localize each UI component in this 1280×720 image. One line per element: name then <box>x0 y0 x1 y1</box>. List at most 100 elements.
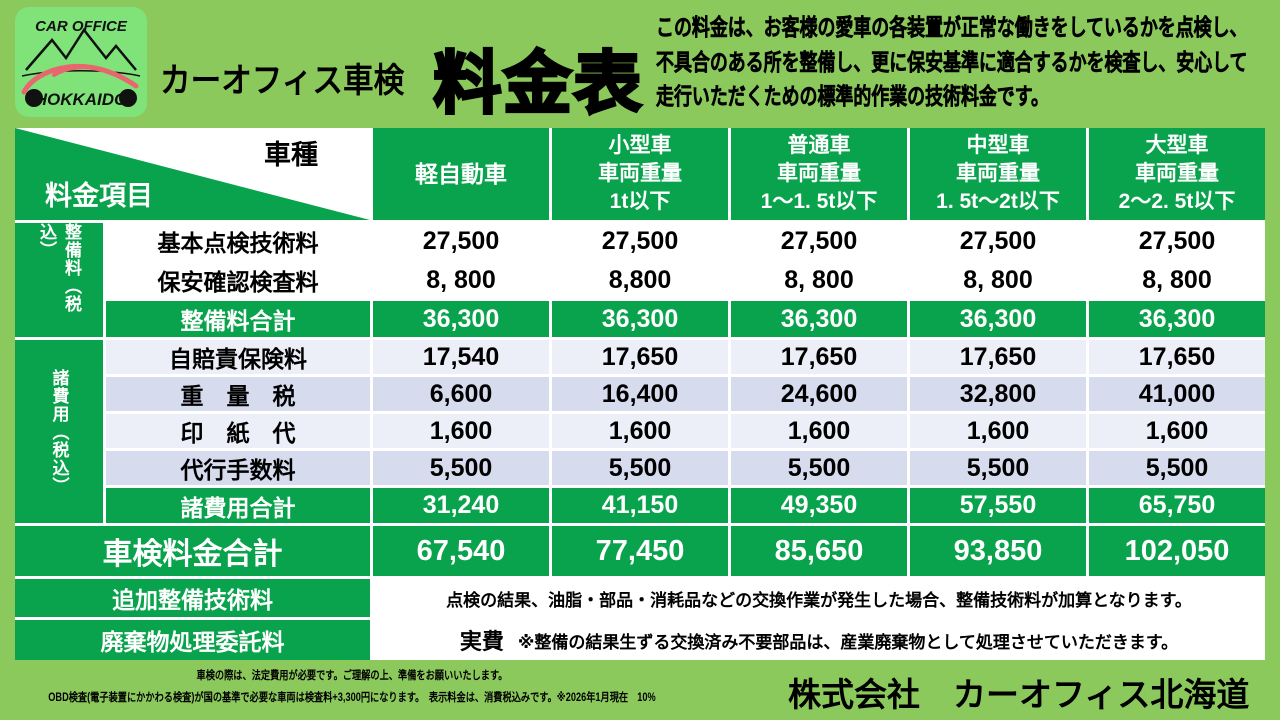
mountain-art-icon <box>25 27 137 71</box>
row-label: 基本点検技術料 <box>106 223 370 259</box>
subtotal-row-label: 諸費用合計 <box>106 488 370 523</box>
row-label: 保安確認検査料 <box>106 262 370 298</box>
fee-value: 17,540 <box>373 340 549 374</box>
fee-value: 27,500 <box>373 223 549 259</box>
fee-value: 17,650 <box>552 340 728 374</box>
extra-row-label: 追加整備技術料 <box>15 579 370 617</box>
fee-value: 17,650 <box>1089 340 1265 374</box>
column-header-line: 軽自動車 <box>415 160 507 187</box>
fee-value: 27,500 <box>910 223 1086 259</box>
fee-value: 27,500 <box>552 223 728 259</box>
subtotal-value: 36,300 <box>731 301 907 337</box>
fee-value: 5,500 <box>552 451 728 485</box>
fee-value: 41,000 <box>1089 377 1265 411</box>
subtotal-row-label: 整備料合計 <box>106 301 370 337</box>
column-header-small: 小型車 車両重量 1t以下 <box>552 128 728 220</box>
column-header-line: 車両重量 <box>956 162 1040 186</box>
logo-hokkaido-text: HOKKAIDO <box>35 90 128 109</box>
footer-notes: 車検の際は、法定費用が必要です。ご理解の上、準備をお願いいたします。 OBD検査… <box>0 666 704 710</box>
grand-total-value: 67,540 <box>373 526 549 576</box>
fee-value: 17,650 <box>731 340 907 374</box>
wheel-icon <box>119 89 137 107</box>
column-header-line: 2～2. 5t以下 <box>1118 189 1236 213</box>
page-title: カーオフィス車検 料金表 <box>160 28 643 127</box>
footer-note-line: 車検の際は、法定費用が必要です。ご理解の上、準備をお願いいたします。 <box>196 670 508 682</box>
row-label: 重 量 税 <box>106 377 370 411</box>
column-header-line: 普通車 <box>787 134 851 158</box>
footer-note-line: OBD検査(電子装置にかかわる検査)が国の基準で必要な車両は検査料+3,300円… <box>48 691 656 704</box>
logo-car-office-text: CAR OFFICE <box>35 18 128 35</box>
company-logo: CAR OFFICE HOKKAIDO <box>15 7 147 117</box>
column-header-large: 大型車 車両重量 2～2. 5t以下 <box>1089 128 1265 220</box>
description-line: この料金は、お客様の愛車の各装置が正常な働きをしているかを点検し、 <box>656 14 1248 41</box>
fee-value: 5,500 <box>731 451 907 485</box>
description-line: 不具合のある所を整備し、更に保安基準に適合するかを検査し、安心して <box>656 48 1248 75</box>
fee-value: 5,500 <box>910 451 1086 485</box>
subtotal-value: 31,240 <box>373 488 549 523</box>
horizon-line <box>21 70 141 77</box>
logo-background <box>15 7 147 117</box>
column-header-line: 車両重量 <box>598 162 682 186</box>
fee-value: 1,600 <box>373 414 549 448</box>
corner-cell: 車種 料金項目 <box>15 128 370 220</box>
grand-total-label: 車検料金合計 <box>15 526 370 576</box>
extra-row-note: 実費 ※整備の結果生ずる交換済み不要部品は、産業廃棄物として処理させていただきま… <box>373 620 1265 660</box>
subtotal-value: 36,300 <box>373 301 549 337</box>
intro-description: この料金は、お客様の愛車の各装置が正常な働きをしているかを点検し、 不具合のある… <box>656 10 1280 114</box>
fee-value: 16,400 <box>552 377 728 411</box>
fee-value: 27,500 <box>1089 223 1265 259</box>
car-roof-line <box>52 65 114 77</box>
subtotal-value: 41,150 <box>552 488 728 523</box>
fee-value: 1,600 <box>1089 414 1265 448</box>
group-label-expenses: 諸費用（税込） <box>15 340 103 523</box>
fee-value: 1,600 <box>552 414 728 448</box>
subtotal-value: 36,300 <box>552 301 728 337</box>
corner-fee-item-label: 料金項目 <box>45 181 153 211</box>
fee-value: 8, 800 <box>1089 262 1265 298</box>
price-table: 車種 料金項目 軽自動車 小型車 車両重量 1t以下 普通車 車両重量 1～1.… <box>15 128 1265 660</box>
fee-value: 32,800 <box>910 377 1086 411</box>
title-prefix: カーオフィス車検 <box>160 62 405 100</box>
fee-value: 8, 800 <box>373 262 549 298</box>
fee-value: 6,600 <box>373 377 549 411</box>
fee-value: 8, 800 <box>731 262 907 298</box>
note-text: 点検の結果、油脂・部品・消耗品などの交換作業が発生した場合、整備技術料が加算とな… <box>446 590 1192 610</box>
subtotal-value: 65,750 <box>1089 488 1265 523</box>
company-name: 株式会社 カーオフィス北海道 <box>788 676 1250 713</box>
car-silhouette-icon <box>21 63 139 95</box>
fee-value: 27,500 <box>731 223 907 259</box>
row-label: 印 紙 代 <box>106 414 370 448</box>
fee-value: 5,500 <box>373 451 549 485</box>
column-header-line: 1t以下 <box>609 189 671 213</box>
group-label-maintenance: 整備料（税込） <box>15 223 103 337</box>
column-header-line: 1～1. 5t以下 <box>760 189 878 213</box>
column-header-line: 中型車 <box>966 134 1030 158</box>
subtotal-value: 49,350 <box>731 488 907 523</box>
fee-value: 5,500 <box>1089 451 1265 485</box>
fee-value: 8,800 <box>552 262 728 298</box>
fee-value: 8, 800 <box>910 262 1086 298</box>
fee-value: 1,600 <box>731 414 907 448</box>
wheel-icon <box>25 89 43 107</box>
column-header-line: 小型車 <box>608 134 672 158</box>
title-main: 料金表 <box>432 45 644 124</box>
note-text: ※整備の結果生ずる交換済み不要部品は、産業廃棄物として処理させていただきます。 <box>517 632 1179 652</box>
grand-total-value: 85,650 <box>731 526 907 576</box>
grand-total-value: 102,050 <box>1089 526 1265 576</box>
subtotal-value: 36,300 <box>1089 301 1265 337</box>
column-header-line: 大型車 <box>1145 134 1209 158</box>
column-header-line: 車両重量 <box>1135 162 1219 186</box>
column-header-kei: 軽自動車 <box>373 128 549 220</box>
grand-total-value: 93,850 <box>910 526 1086 576</box>
subtotal-value: 57,550 <box>910 488 1086 523</box>
column-header-line: 車両重量 <box>777 162 861 186</box>
description-line: 走行いただくための標準的作業の技術料金です。 <box>656 83 1049 110</box>
column-header-standard: 普通車 車両重量 1～1. 5t以下 <box>731 128 907 220</box>
grand-total-value: 77,450 <box>552 526 728 576</box>
row-label: 自賠責保険料 <box>106 340 370 374</box>
corner-vehicle-type-label: 車種 <box>264 140 318 170</box>
column-header-medium: 中型車 車両重量 1. 5t～2t以下 <box>910 128 1086 220</box>
fee-value: 1,600 <box>910 414 1086 448</box>
row-label: 代行手数料 <box>106 451 370 485</box>
column-header-line: 1. 5t～2t以下 <box>936 189 1060 213</box>
